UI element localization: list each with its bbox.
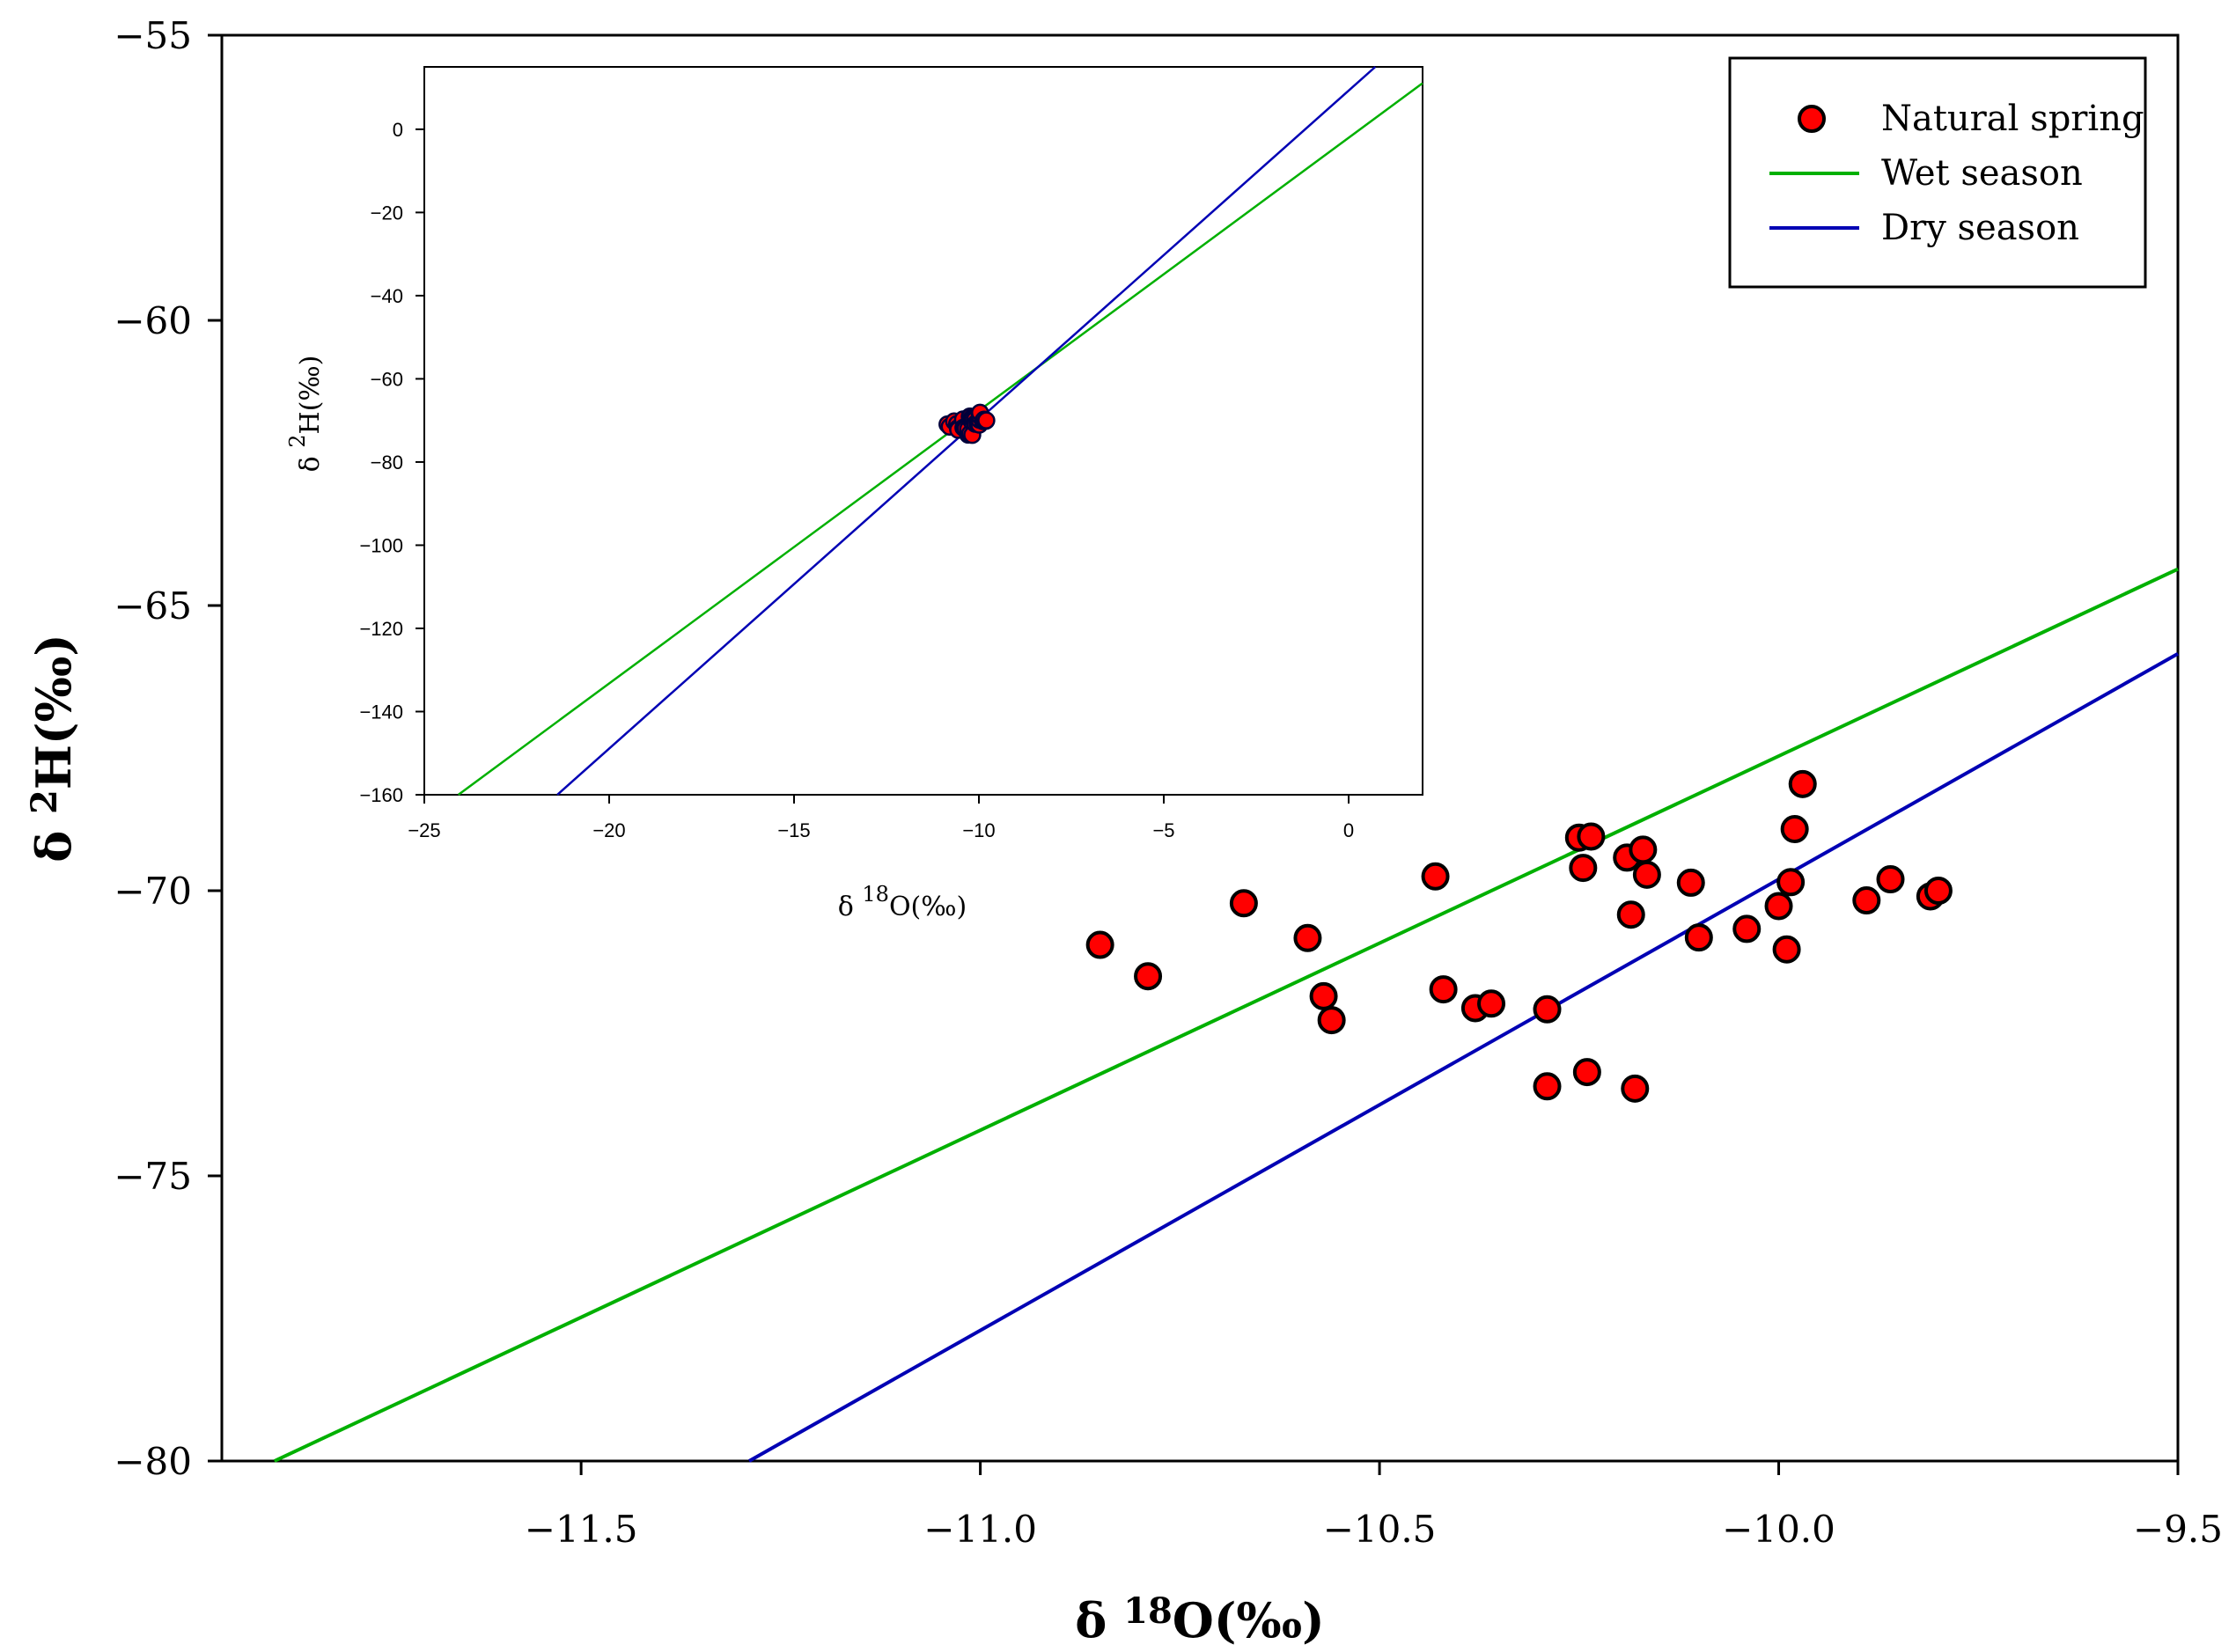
main-data-point (1317, 1006, 1346, 1035)
main-line-wet-season (273, 567, 2179, 1463)
inset-plot: −25 −20 −15 −10 −5 0 −160 −140 −120 −100 −80 −60 −40… (285, 66, 1423, 922)
inset-y-tick-label: 0 (393, 119, 403, 141)
main-data-point (1632, 860, 1661, 889)
inset-plot-frame (423, 66, 1423, 796)
main-data-point (1732, 914, 1762, 943)
main-data-point (1429, 975, 1458, 1004)
main-data-point (1085, 930, 1114, 959)
main-data-point (1572, 1058, 1601, 1087)
inset-data-point (977, 411, 996, 430)
main-y-tick-label: −70 (114, 870, 192, 913)
inset-x-axis-title: δ 18O(‰) (838, 882, 967, 922)
inset-x-tick-label: −15 (777, 819, 810, 841)
inset-y-tick-label: −140 (359, 701, 403, 723)
main-x-tick-label: −11.0 (923, 1508, 1037, 1551)
inset-y-tick-label: −20 (371, 202, 403, 224)
main-data-point (1876, 865, 1905, 894)
main-x-tick-label: −10.5 (1323, 1508, 1437, 1551)
main-data-point (1477, 989, 1506, 1018)
inset-y-tick-label: −40 (371, 285, 403, 307)
main-data-point (1577, 822, 1606, 851)
main-data-point (1134, 962, 1163, 991)
inset-x-tick-label: 0 (1343, 819, 1354, 841)
main-x-axis-title: δ 18O(‰) (1075, 1590, 1324, 1648)
main-data-point (1776, 868, 1806, 897)
main-y-axis-title: δ 2H(‰) (24, 634, 82, 863)
main-data-point (1772, 935, 1801, 964)
main-data-point (1309, 981, 1338, 1010)
legend-marker-natural-spring (1798, 105, 1826, 133)
inset-y-tick-label: −160 (359, 784, 403, 806)
main-data-point (1764, 892, 1793, 921)
main-y-tick-label: −80 (114, 1440, 192, 1483)
main-plot-frame (220, 33, 2180, 1463)
legend-label-wet-season: Wet season (1881, 153, 2083, 194)
main-y-tick-label: −60 (114, 299, 192, 342)
main-data-point (1780, 815, 1809, 844)
legend-label-dry-season: Dry season (1881, 208, 2079, 248)
main-data-point (1616, 900, 1645, 929)
main-data-point (1852, 886, 1881, 915)
main-y-tick-label: −75 (114, 1155, 192, 1198)
inset-y-axis-title: δ 2H(‰) (285, 356, 326, 473)
inset-y-tick-label: −80 (371, 452, 403, 474)
main-data-point (1229, 889, 1258, 918)
inset-line-wet-season (457, 82, 1423, 797)
main-data-point (1788, 769, 1817, 798)
main-data-point (1569, 854, 1598, 883)
main-data-point (1629, 835, 1658, 864)
inset-x-tick-label: −5 (1152, 819, 1174, 841)
inset-x-tick-label: −10 (962, 819, 995, 841)
main-y-tick-label: −65 (114, 584, 192, 628)
main-y-tick-label: −55 (114, 14, 192, 57)
main-data-point (1293, 923, 1322, 952)
main-data-point (1676, 868, 1705, 897)
main-plot: −11.5 −11.0 −10.5 −10.0 −9.5−80−75−70−65−60−… (24, 14, 2223, 1648)
inset-y-tick-label: −120 (359, 618, 403, 640)
main-x-tick-label: −11.5 (525, 1508, 638, 1551)
inset-x-tick-label: −25 (408, 819, 440, 841)
main-data-point (1684, 923, 1713, 952)
legend-label-natural-spring: Natural spring (1881, 99, 2144, 139)
main-data-point (1533, 995, 1562, 1024)
main-data-point (1421, 862, 1450, 891)
main-x-tick-label: −10.0 (1722, 1508, 1835, 1551)
main-data-point (1621, 1074, 1650, 1103)
main-data-point (1923, 877, 1953, 905)
inset-y-tick-label: −100 (359, 534, 403, 556)
inset-x-tick-label: −20 (592, 819, 625, 841)
main-x-tick-label: −9.5 (2133, 1508, 2223, 1551)
inset-y-tick-label: −60 (371, 368, 403, 390)
main-line-dry-season (748, 652, 2179, 1463)
legend: Natural spring Wet season Dry season (1728, 56, 2147, 289)
main-data-point (1533, 1072, 1562, 1101)
